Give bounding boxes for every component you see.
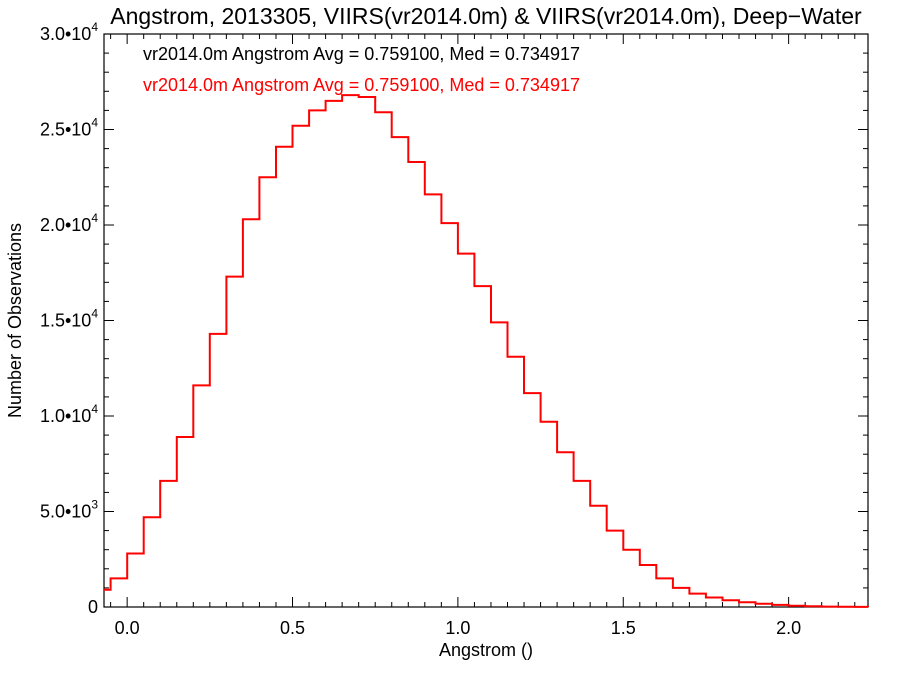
x-axis-ticks: 0.0 0.5 1.0 1.5 2.0 bbox=[110, 34, 856, 638]
y-tick-label: 2.5•104 bbox=[40, 116, 98, 140]
y-tick-label: 0 bbox=[88, 597, 98, 617]
y-tick-label: 1.5•104 bbox=[40, 307, 98, 331]
y-axis-ticks: 0 5.0•103 1.0•104 1.5•104 2.0•104 2.5•104 3.0•… bbox=[40, 20, 868, 617]
x-tick-label: 0.5 bbox=[280, 618, 305, 638]
legend-entry-black: vr2014.0m Angstrom Avg = 0.759100, Med =… bbox=[143, 44, 580, 64]
chart-title: Angstrom, 2013305, VIIRS(vr2014.0m) & VI… bbox=[110, 3, 862, 29]
series-line-0 bbox=[104, 94, 869, 608]
x-tick-label: 1.0 bbox=[445, 618, 470, 638]
y-axis-label: Number of Observations bbox=[5, 223, 25, 418]
y-tick-label: 3.0•104 bbox=[40, 20, 98, 44]
y-tick-label: 2.0•104 bbox=[40, 211, 98, 235]
legend: vr2014.0m Angstrom Avg = 0.759100, Med =… bbox=[143, 44, 580, 95]
y-tick-label: 5.0•103 bbox=[40, 498, 98, 522]
y-tick-label: 1.0•104 bbox=[40, 402, 98, 426]
series-layer bbox=[103, 94, 869, 608]
x-tick-label: 2.0 bbox=[776, 618, 801, 638]
x-axis-label: Angstrom () bbox=[439, 640, 533, 660]
x-tick-label: 1.5 bbox=[611, 618, 636, 638]
legend-entry-red: vr2014.0m Angstrom Avg = 0.759100, Med =… bbox=[143, 75, 580, 95]
x-tick-label: 0.0 bbox=[115, 618, 140, 638]
plot-frame bbox=[103, 33, 869, 608]
